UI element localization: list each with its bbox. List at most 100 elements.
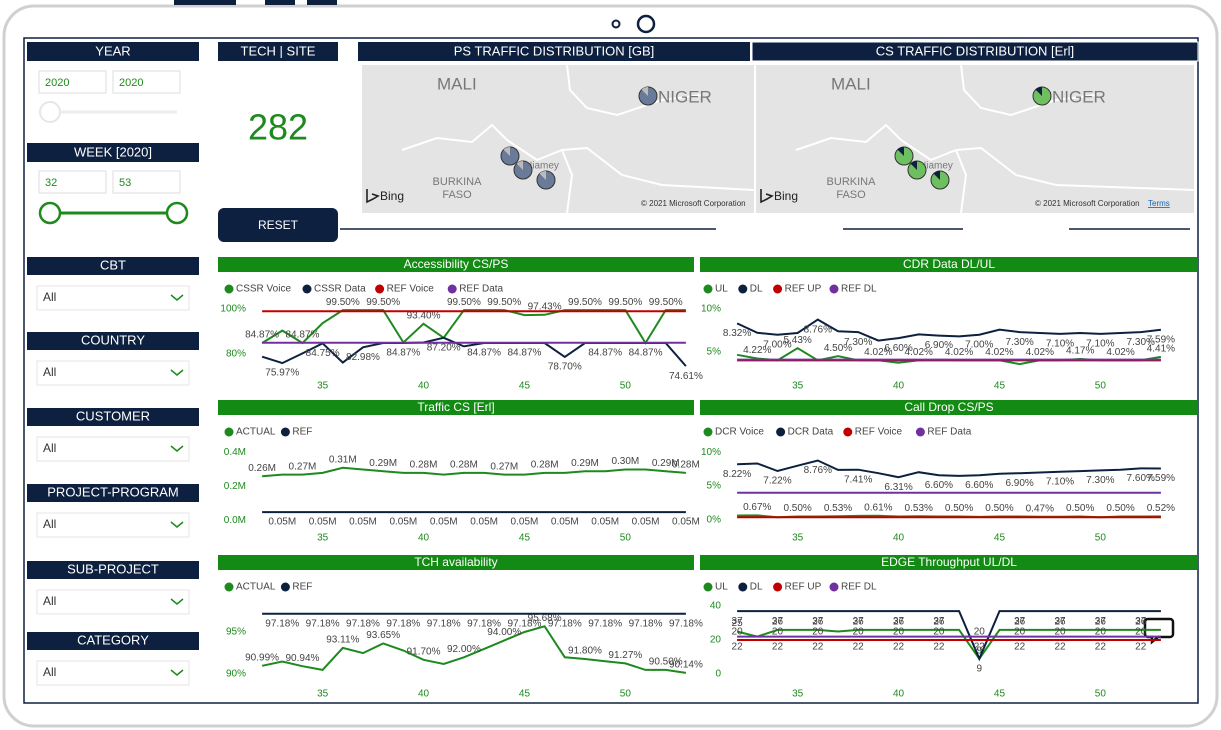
legend-swatch[interactable]	[829, 284, 839, 294]
data-label: 93.65%	[366, 630, 400, 641]
data-label: 97.18%	[507, 618, 541, 629]
legend-swatch[interactable]	[703, 284, 713, 294]
legend-swatch[interactable]	[280, 582, 290, 592]
data-label: 99.50%	[326, 297, 360, 308]
slicer-title: CUSTOMER	[76, 408, 150, 423]
dropdown[interactable]	[36, 360, 190, 386]
legend-label[interactable]: UL	[715, 284, 728, 295]
map-pie-slice	[933, 170, 940, 180]
legend-swatch[interactable]	[302, 284, 312, 294]
x-tick-label: 35	[317, 689, 329, 700]
dropdown[interactable]	[36, 660, 190, 686]
legend-label[interactable]: REF UP	[785, 582, 822, 593]
map[interactable]	[362, 65, 754, 213]
data-label: 97.18%	[669, 618, 703, 629]
legend-swatch[interactable]	[773, 284, 783, 294]
legend-swatch[interactable]	[703, 582, 713, 592]
x-tick-label: 50	[1095, 381, 1107, 392]
legend-label[interactable]: REF UP	[785, 284, 822, 295]
slicer-title: SUB-PROJECT	[67, 561, 159, 576]
data-label: 91.80%	[568, 646, 602, 657]
legend-label[interactable]: REF	[292, 582, 312, 593]
legend-swatch[interactable]	[447, 284, 457, 294]
data-label: 37	[732, 616, 744, 627]
slider-handle[interactable]	[165, 201, 189, 225]
legend-label[interactable]: DCR Voice	[715, 427, 764, 438]
data-label: 0.28M	[531, 460, 559, 471]
page-dot[interactable]	[611, 19, 621, 29]
data-label: 0.27M	[490, 461, 518, 472]
data-label: 20	[853, 627, 865, 638]
map[interactable]	[756, 65, 1194, 213]
legend-label[interactable]: REF Voice	[387, 284, 435, 295]
dropdown[interactable]	[36, 589, 190, 615]
dropdown[interactable]	[36, 285, 190, 311]
legend-label[interactable]: REF Data	[927, 427, 971, 438]
legend-label[interactable]: REF DL	[841, 582, 877, 593]
data-label: 37	[1014, 616, 1026, 627]
map-label: BURKINA	[827, 176, 877, 188]
y-tick-label: 95%	[226, 627, 246, 638]
input-box[interactable]	[38, 170, 107, 194]
legend-label[interactable]: REF Data	[459, 284, 503, 295]
legend-label[interactable]: ACTUAL	[236, 582, 276, 593]
legend-swatch[interactable]	[703, 427, 713, 437]
legend-swatch[interactable]	[280, 427, 290, 437]
map-terms[interactable]: Terms	[1148, 199, 1170, 208]
x-tick-label: 40	[418, 689, 430, 700]
dropdown[interactable]	[36, 512, 190, 538]
data-label: 74.61%	[669, 371, 703, 382]
y-tick-label: 0.2M	[224, 481, 246, 492]
data-label: 0.50%	[985, 503, 1013, 514]
legend-swatch[interactable]	[224, 284, 234, 294]
legend-label[interactable]: DCR Data	[788, 427, 834, 438]
chart-title: CDR Data DL/UL	[903, 257, 995, 271]
input-box[interactable]	[112, 170, 181, 194]
data-label: 0.53%	[824, 503, 852, 514]
data-label: 0.05M	[672, 517, 700, 528]
legend-swatch[interactable]	[776, 427, 786, 437]
legend-swatch[interactable]	[843, 427, 853, 437]
slider-handle[interactable]	[39, 101, 61, 123]
data-label: 5.43%	[783, 335, 811, 346]
map-copyright: © 2021 Microsoft Corporation	[1035, 199, 1140, 208]
x-tick-label: 40	[418, 533, 430, 544]
data-label: 0.26M	[248, 463, 276, 474]
page-dot[interactable]	[636, 14, 656, 34]
data-label: 7.30%	[1086, 475, 1114, 486]
legend-swatch[interactable]	[224, 582, 234, 592]
input-box[interactable]	[38, 70, 107, 94]
reset-label: RESET	[258, 218, 299, 232]
legend-swatch[interactable]	[915, 427, 925, 437]
data-label: 37	[1095, 616, 1107, 627]
slicer-title: CBT	[100, 257, 126, 272]
legend-swatch[interactable]	[224, 427, 234, 437]
slicer-header	[27, 561, 199, 579]
legend-label[interactable]: DL	[750, 582, 763, 593]
legend-swatch[interactable]	[738, 582, 748, 592]
legend-swatch[interactable]	[773, 582, 783, 592]
input-box[interactable]	[112, 70, 181, 94]
legend-label[interactable]: DL	[750, 284, 763, 295]
data-label: 84.87%	[507, 348, 541, 359]
dropdown[interactable]	[36, 436, 190, 462]
legend-swatch[interactable]	[738, 284, 748, 294]
legend-label[interactable]: REF Voice	[855, 427, 903, 438]
reset-button[interactable]	[218, 208, 338, 242]
legend-label[interactable]: REF DL	[841, 284, 877, 295]
legend-label[interactable]: UL	[715, 582, 728, 593]
legend-label[interactable]: ACTUAL	[236, 427, 276, 438]
legend-swatch[interactable]	[829, 582, 839, 592]
data-label: 0.61%	[864, 502, 892, 513]
legend-swatch[interactable]	[375, 284, 385, 294]
legend-label[interactable]: CSSR Data	[314, 284, 366, 295]
slider-handle[interactable]	[38, 201, 62, 225]
map-label: FASO	[836, 189, 866, 201]
y-tick-label: 100%	[220, 304, 246, 315]
data-label: 26	[893, 616, 905, 627]
data-label: 7.60%	[1127, 473, 1155, 484]
legend-label[interactable]: REF	[292, 427, 312, 438]
data-label: 6.60%	[925, 480, 953, 491]
legend-label[interactable]: CSSR Voice	[236, 284, 291, 295]
